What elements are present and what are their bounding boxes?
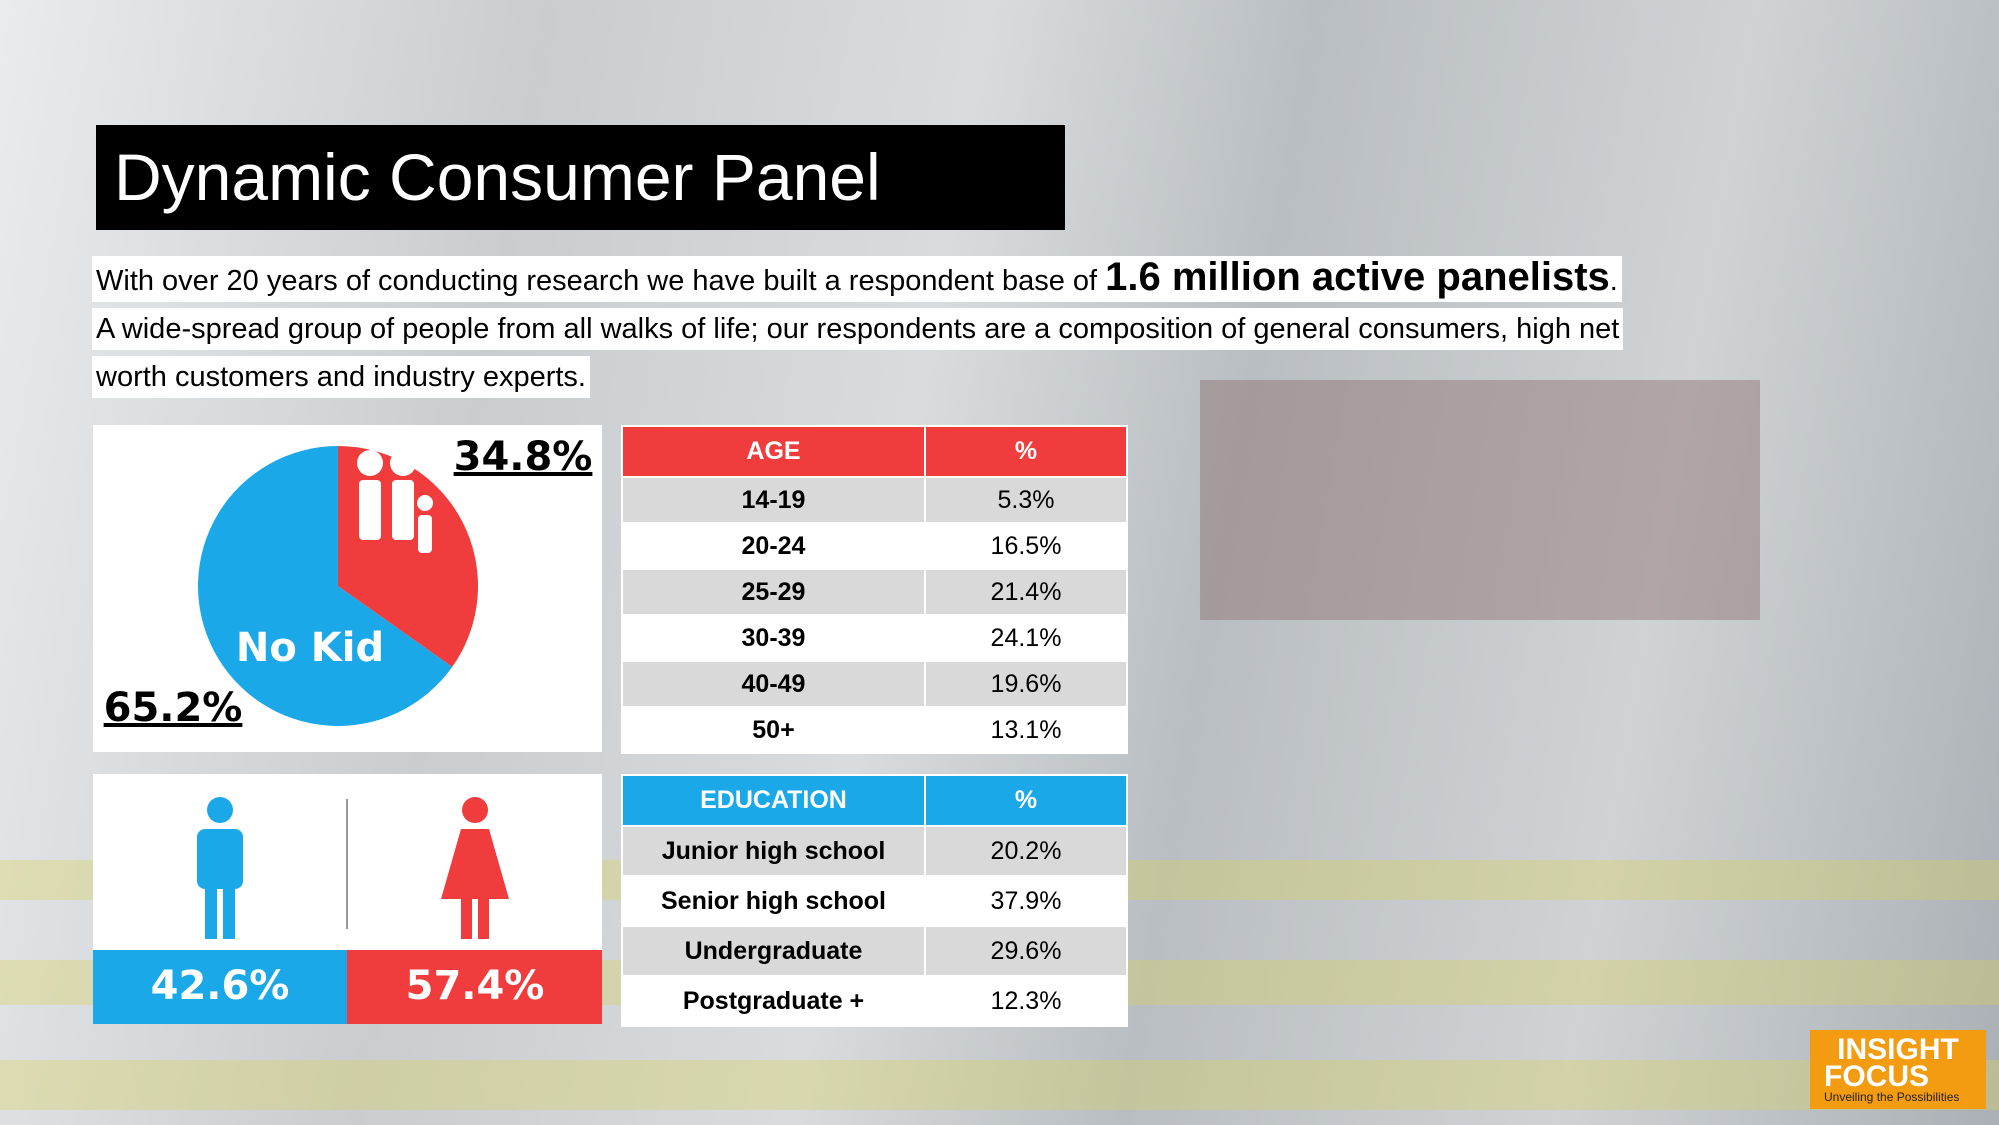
pie-slice [198,446,453,726]
value-cell: 16.5% [924,522,1128,570]
label-cell: 20-24 [621,522,926,570]
highlight: 1.6 million active panelists [1105,255,1610,299]
logo-line: INSIGHT [1837,1033,1959,1066]
pie-panel: 34.8% 65.2% No Kid [93,425,602,752]
header-row: EDUCATION% [621,774,1128,827]
label-cell: 30-39 [621,614,926,662]
male-icon [197,797,243,939]
value-cell: 5.3% [924,476,1128,524]
label-cell: Postgraduate + [621,975,926,1027]
icon-body [359,480,381,540]
intro-line: A wide-spread group of people from all w… [92,308,1624,350]
logo-tagline: Unveiling the Possibilities [1824,1090,1960,1104]
value-cell: 12.3% [924,975,1128,1027]
value-cell: 37.9% [924,875,1128,927]
header-row: AGE% [621,425,1128,478]
female-icon [441,797,509,939]
text: With over 20 years of conducting researc… [96,265,1106,297]
table-row: 30-39 24.1% [621,614,1128,662]
table-row: 14-19 5.3% [621,476,1128,524]
icon-head [357,450,383,476]
intro-line: worth customers and industry experts. [92,356,590,398]
table-row: Senior high school 37.9% [621,875,1128,927]
label-cell: 40-49 [621,660,926,708]
intro-line: With over 20 years of conducting researc… [92,256,1622,302]
table-row: 40-49 19.6% [621,660,1128,708]
table-row: 25-29 21.4% [621,568,1128,616]
pie-center-label: No Kid [236,625,384,671]
table-row: 50+ 13.1% [621,706,1128,754]
gender-panel: 42.6% 57.4% [93,774,602,1024]
value-cell: 13.1% [924,706,1128,754]
icon-head [390,450,416,476]
family-icon [357,450,433,553]
label-cell: Junior high school [621,825,926,877]
male-share: 42.6% [151,963,290,1009]
male-bar [93,950,347,1024]
logo: INSIGHT FOCUS Unveiling the Possibilitie… [1810,1030,1986,1109]
education-table: EDUCATION% Junior high school 20.2% Senior … [621,774,1128,1027]
header-cell: AGE [621,425,926,478]
value-cell: 24.1% [924,614,1128,662]
female-bar [347,950,602,1024]
table-row: Undergraduate 29.6% [621,925,1128,977]
title: Dynamic Consumer Panel [96,125,1065,230]
label-cell: Undergraduate [621,925,926,977]
value-cell: 19.6% [924,660,1128,708]
value-cell: 20.2% [924,825,1128,877]
value-cell: 21.4% [924,568,1128,616]
text: . [1609,265,1618,297]
value-cell: 29.6% [924,925,1128,977]
header-cell: % [924,774,1128,827]
label-cell: 50+ [621,706,926,754]
logo-line: FOCUS [1824,1060,1929,1093]
icon-body [418,515,432,553]
table-row: Junior high school 20.2% [621,825,1128,877]
header-cell: EDUCATION [621,774,926,827]
header-cell: % [924,425,1128,478]
female-share: 57.4% [406,963,545,1009]
label-cell: 25-29 [621,568,926,616]
icon-body [392,480,414,540]
crosswalk [0,1060,1999,1110]
icon-head [417,495,433,511]
table-row: Postgraduate +12.3% [621,975,1128,1027]
table-row: 20-24 16.5% [621,522,1128,570]
storefront [1200,380,1760,620]
age-table: AGE% 14-19 5.3% 20-24 16.5% 25-29 21.4% 30-39 24… [621,425,1128,754]
pie-label: 34.8% [454,434,593,480]
pie-label: 65.2% [104,685,243,731]
label-cell: Senior high school [621,875,926,927]
label-cell: 14-19 [621,476,926,524]
